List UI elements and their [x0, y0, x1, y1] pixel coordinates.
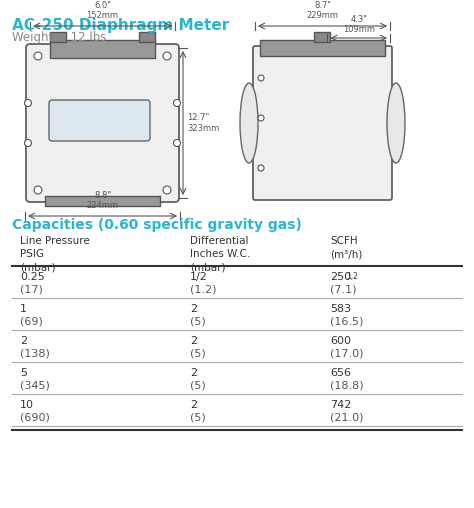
- Text: (16.5): (16.5): [330, 316, 364, 326]
- Circle shape: [34, 52, 42, 60]
- Text: 742: 742: [330, 400, 351, 410]
- Circle shape: [25, 100, 31, 107]
- Text: (5): (5): [190, 380, 206, 390]
- FancyBboxPatch shape: [253, 46, 392, 200]
- Text: AC-250 Diaphragm Meter: AC-250 Diaphragm Meter: [12, 18, 229, 33]
- Text: (345): (345): [20, 380, 50, 390]
- Bar: [314, 32, 330, 42]
- Text: 8.7"
229mm: 8.7" 229mm: [307, 1, 338, 20]
- FancyBboxPatch shape: [49, 100, 150, 141]
- Text: 8.8"
224mm: 8.8" 224mm: [86, 190, 118, 210]
- Text: (17.0): (17.0): [330, 348, 364, 358]
- Text: 10: 10: [20, 400, 34, 410]
- Circle shape: [258, 75, 264, 81]
- Circle shape: [173, 100, 181, 107]
- Text: (690): (690): [20, 412, 50, 422]
- Circle shape: [258, 115, 264, 121]
- Text: (5): (5): [190, 316, 206, 326]
- Text: (18.8): (18.8): [330, 380, 364, 390]
- Ellipse shape: [240, 83, 258, 163]
- Bar: [139, 32, 155, 42]
- Text: (21.0): (21.0): [330, 412, 364, 422]
- Text: 0.25: 0.25: [20, 272, 45, 282]
- Text: 6.0"
152mm: 6.0" 152mm: [86, 1, 118, 20]
- Bar: [45, 196, 160, 206]
- Text: Line Pressure
PSIG
(mbar): Line Pressure PSIG (mbar): [20, 236, 90, 272]
- Text: 600: 600: [330, 336, 351, 346]
- Text: 5: 5: [20, 368, 27, 378]
- Text: 12.7"
323mm: 12.7" 323mm: [187, 113, 219, 133]
- Circle shape: [258, 165, 264, 171]
- Text: 1/2: 1/2: [190, 272, 208, 282]
- Text: 2: 2: [190, 368, 197, 378]
- Text: Capacities (0.60 specific gravity gas): Capacities (0.60 specific gravity gas): [12, 218, 302, 232]
- Text: 2: 2: [190, 400, 197, 410]
- Bar: [260, 40, 385, 56]
- Circle shape: [163, 52, 171, 60]
- Text: (5): (5): [190, 348, 206, 358]
- Text: SCFH
(m³/h): SCFH (m³/h): [330, 236, 363, 259]
- Text: 4.3"
109mm: 4.3" 109mm: [343, 15, 375, 34]
- Circle shape: [34, 186, 42, 194]
- Text: 583: 583: [330, 304, 351, 314]
- Text: 1: 1: [20, 304, 27, 314]
- FancyBboxPatch shape: [26, 44, 179, 202]
- Text: (7.1): (7.1): [330, 284, 356, 294]
- Circle shape: [163, 186, 171, 194]
- Text: (17): (17): [20, 284, 43, 294]
- Text: 2: 2: [190, 336, 197, 346]
- Text: 2: 2: [190, 304, 197, 314]
- Bar: [50, 40, 155, 58]
- Text: 2: 2: [20, 336, 27, 346]
- Text: (138): (138): [20, 348, 50, 358]
- Text: (69): (69): [20, 316, 43, 326]
- Text: 656: 656: [330, 368, 351, 378]
- Text: 250: 250: [330, 272, 351, 282]
- Bar: [50, 32, 66, 42]
- Ellipse shape: [387, 83, 405, 163]
- Circle shape: [25, 140, 31, 146]
- Text: Differential
Inches W.C.
(mbar): Differential Inches W.C. (mbar): [190, 236, 250, 272]
- Text: (1.2): (1.2): [190, 284, 217, 294]
- Circle shape: [173, 140, 181, 146]
- Text: Weight = 12 lbs: Weight = 12 lbs: [12, 31, 106, 44]
- Text: 1,2: 1,2: [346, 272, 358, 281]
- Text: (5): (5): [190, 412, 206, 422]
